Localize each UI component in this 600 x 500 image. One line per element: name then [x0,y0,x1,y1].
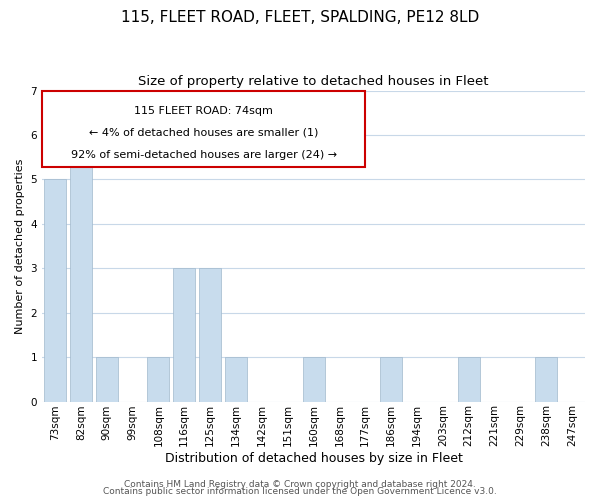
Text: 115, FLEET ROAD, FLEET, SPALDING, PE12 8LD: 115, FLEET ROAD, FLEET, SPALDING, PE12 8… [121,10,479,25]
Text: ← 4% of detached houses are smaller (1): ← 4% of detached houses are smaller (1) [89,128,318,138]
Text: Contains HM Land Registry data © Crown copyright and database right 2024.: Contains HM Land Registry data © Crown c… [124,480,476,489]
Y-axis label: Number of detached properties: Number of detached properties [15,158,25,334]
Bar [70,135,92,402]
Text: 115 FLEET ROAD: 74sqm: 115 FLEET ROAD: 74sqm [134,106,273,116]
Text: Contains public sector information licensed under the Open Government Licence v3: Contains public sector information licen… [103,488,497,496]
Bar [535,357,557,402]
Bar [173,268,195,402]
Bar [95,357,118,402]
Bar [302,357,325,402]
Bar [458,357,479,402]
Bar [148,357,169,402]
Bar [44,180,66,402]
Text: 92% of semi-detached houses are larger (24) →: 92% of semi-detached houses are larger (… [71,150,337,160]
Bar [380,357,402,402]
Bar [225,357,247,402]
FancyBboxPatch shape [42,90,365,166]
Title: Size of property relative to detached houses in Fleet: Size of property relative to detached ho… [138,75,489,88]
X-axis label: Distribution of detached houses by size in Fleet: Distribution of detached houses by size … [164,452,463,465]
Bar [199,268,221,402]
